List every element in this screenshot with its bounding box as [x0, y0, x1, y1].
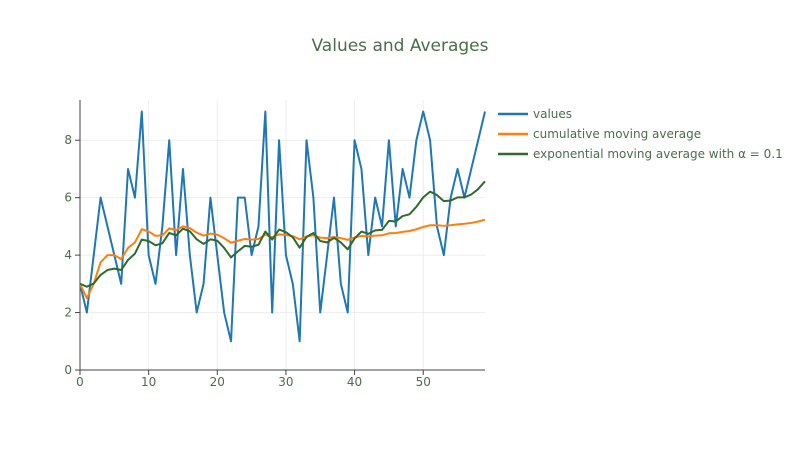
legend-label: values [533, 107, 572, 121]
y-tick-label: 8 [64, 133, 72, 147]
series-line [80, 180, 486, 288]
y-tick-label: 4 [64, 248, 72, 262]
plot-area: 0 10 20 30 40 50 0 2 4 6 8 [64, 100, 486, 389]
chart-title: Values and Averages [312, 36, 489, 56]
legend: values cumulative moving average exponenti… [498, 107, 783, 161]
legend-label: cumulative moving average [533, 127, 701, 141]
x-tick-label: 10 [141, 375, 156, 389]
x-tick-label: 30 [278, 375, 293, 389]
x-tick-label: 40 [347, 375, 362, 389]
series-line [80, 218, 486, 300]
y-tick-label: 0 [64, 363, 72, 377]
y-tick-label: 6 [64, 191, 72, 205]
y-tick-label: 2 [64, 306, 72, 320]
x-tick-label: 20 [210, 375, 225, 389]
x-tick-label: 50 [416, 375, 431, 389]
legend-label: exponential moving average with α = 0.1 [533, 147, 783, 161]
x-tick-label: 0 [76, 375, 84, 389]
